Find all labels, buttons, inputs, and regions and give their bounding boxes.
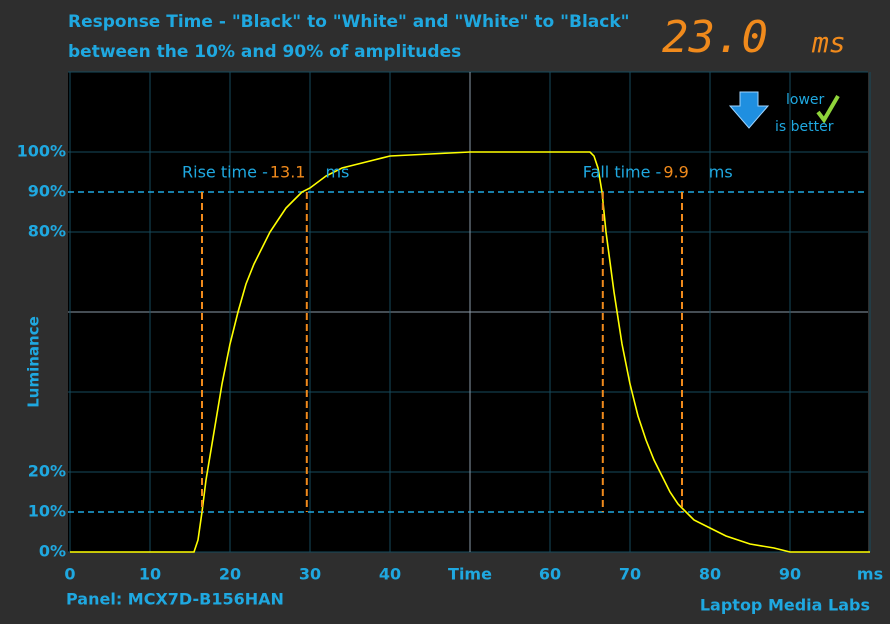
y-tick-label: 0%	[39, 542, 66, 561]
panel-label: Panel: MCX7D-B156HAN	[66, 590, 284, 609]
signal-line	[70, 151, 870, 553]
y-axis-label: Luminance	[25, 316, 43, 408]
y-tick-label: 10%	[28, 502, 66, 521]
marker-label: Rise time -	[182, 163, 268, 182]
marker-value: 9.9	[663, 163, 688, 182]
x-tick-label: 80	[699, 565, 721, 584]
x-tick-label: 30	[299, 565, 321, 584]
y-tick-label: 90%	[28, 182, 66, 201]
y-tick-label: 80%	[28, 222, 66, 241]
marker-value: 13.1	[270, 163, 306, 182]
x-tick-label: 90	[779, 565, 801, 584]
x-tick-label: 40	[379, 565, 401, 584]
badge-text: lower	[786, 92, 825, 108]
x-tick-label: Time	[448, 565, 492, 584]
marker-unit: ms	[325, 163, 349, 182]
result-unit: ms	[811, 26, 846, 59]
badge-icon	[728, 91, 840, 129]
x-tick-label: 10	[139, 565, 161, 584]
x-tick-label: 60	[539, 565, 561, 584]
x-tick-label: 0	[64, 565, 75, 584]
marker-label: Fall time -	[583, 163, 662, 182]
y-tick-label: 20%	[28, 462, 66, 481]
chart-title: Response Time - "Black" to "White" and "…	[68, 12, 630, 32]
marker-unit: ms	[709, 163, 733, 182]
chart-subtitle: between the 10% and 90% of amplitudes	[68, 42, 461, 62]
y-tick-label: 100%	[17, 142, 66, 161]
x-tick-label: ms	[857, 565, 883, 584]
credit: Laptop Media Labs	[700, 596, 870, 615]
badge-text: is better	[775, 119, 834, 135]
x-tick-label: 20	[219, 565, 241, 584]
x-tick-label: 70	[619, 565, 641, 584]
result-value: 23.0	[662, 12, 768, 63]
